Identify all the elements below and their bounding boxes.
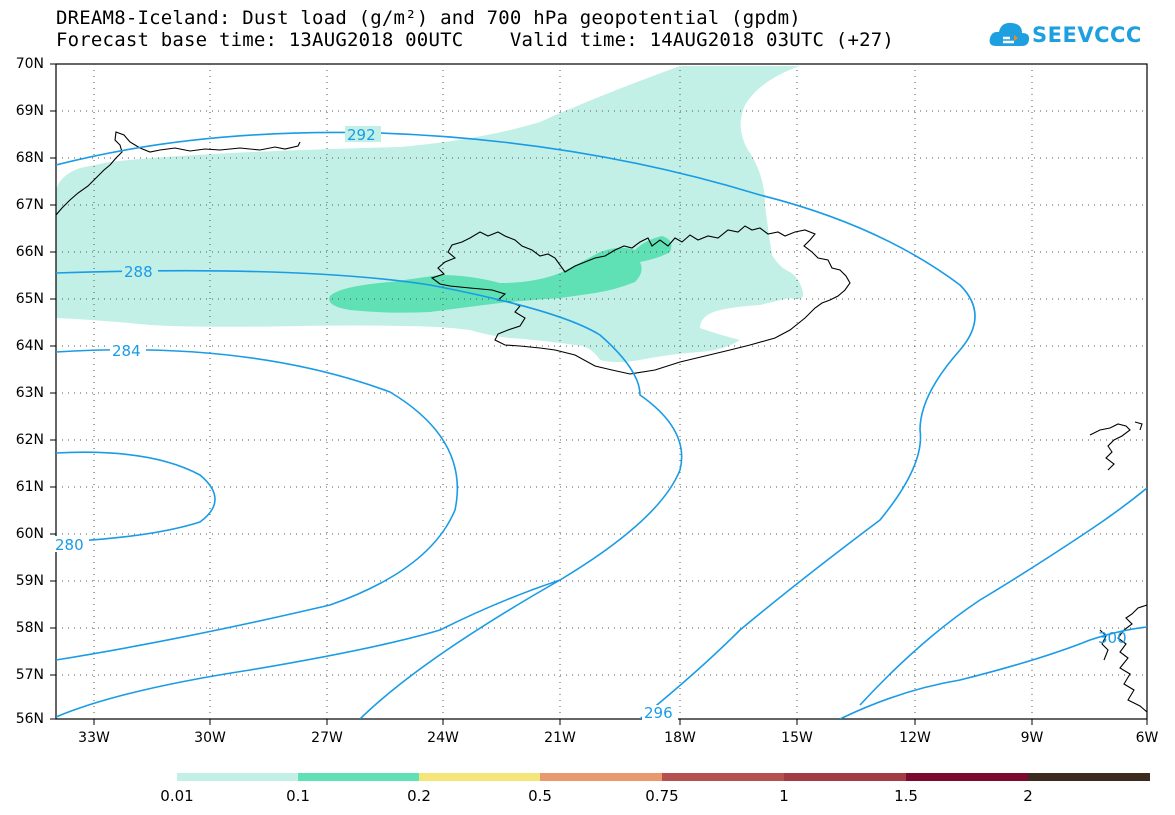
lon-label: 27W bbox=[311, 730, 343, 746]
colorbar-label: 0.1 bbox=[286, 787, 310, 805]
axis-ticks bbox=[50, 63, 1148, 725]
colorbar-segment bbox=[784, 773, 906, 781]
logo-text: SEEVCCC bbox=[1032, 23, 1142, 47]
lat-label: 57N bbox=[15, 667, 44, 683]
lat-label: 60N bbox=[15, 526, 44, 542]
lon-label: 21W bbox=[544, 730, 576, 746]
colorbar-segment bbox=[906, 773, 1028, 781]
contour-300 bbox=[859, 487, 1147, 706]
dust-area-mid bbox=[329, 236, 672, 313]
lat-label: 67N bbox=[15, 197, 44, 213]
lat-label: 61N bbox=[15, 479, 44, 495]
lon-label: 6W bbox=[1135, 730, 1159, 746]
colorbar-label: 1 bbox=[779, 787, 789, 805]
contour-label-292: 292 bbox=[347, 126, 376, 144]
colorbar-label: 1.5 bbox=[894, 787, 918, 805]
seevccc-logo: SEEVCCC bbox=[988, 18, 1141, 58]
contour-288 bbox=[56, 269, 683, 719]
lat-label: 56N bbox=[15, 711, 44, 727]
contour-label-300: 300 bbox=[1098, 629, 1127, 647]
contour-lower bbox=[56, 579, 561, 718]
cloud-icon bbox=[989, 22, 1030, 46]
lat-label: 68N bbox=[15, 150, 44, 166]
lat-label: 69N bbox=[15, 103, 44, 119]
colorbar-segment bbox=[419, 773, 540, 781]
lon-label: 9W bbox=[1020, 730, 1044, 746]
lon-label: 24W bbox=[427, 730, 459, 746]
colorbar-segment bbox=[662, 773, 784, 781]
contour-284 bbox=[56, 348, 459, 661]
lat-label: 59N bbox=[15, 573, 44, 589]
plot-frame bbox=[55, 63, 1148, 720]
contour-label-280: 280 bbox=[55, 536, 84, 554]
lat-label: 62N bbox=[15, 432, 44, 448]
lon-label: 12W bbox=[899, 730, 931, 746]
contour-296 bbox=[839, 626, 1147, 719]
colorbar-label: 0.5 bbox=[528, 787, 552, 805]
lat-label: 70N bbox=[15, 56, 44, 72]
colorbar-segment bbox=[177, 773, 298, 781]
colorbar-segment bbox=[1028, 773, 1150, 781]
coastlines bbox=[56, 131, 1147, 713]
lon-label: 33W bbox=[78, 730, 110, 746]
lat-label: 65N bbox=[15, 291, 44, 307]
lat-label: 63N bbox=[15, 385, 44, 401]
contour-label-288: 288 bbox=[124, 263, 153, 281]
lat-label: 64N bbox=[15, 338, 44, 354]
lat-label: 66N bbox=[15, 244, 44, 260]
map-subtitle: Forecast base time: 13AUG2018 00UTC Vali… bbox=[56, 29, 895, 51]
map-title: DREAM8-Iceland: Dust load (g/m²) and 700… bbox=[56, 7, 801, 29]
lat-label: 58N bbox=[15, 620, 44, 636]
lon-label: 18W bbox=[664, 730, 696, 746]
colorbar-label: 0.75 bbox=[645, 787, 679, 805]
iceland-coast bbox=[430, 225, 851, 375]
colorbar-segment bbox=[298, 773, 419, 781]
colorbar-segment bbox=[540, 773, 662, 781]
colorbar-label: 0.01 bbox=[160, 787, 194, 805]
dust-area-low bbox=[56, 66, 804, 362]
contour-label-296: 296 bbox=[644, 704, 673, 722]
colorbar-label: 0.2 bbox=[407, 787, 431, 805]
lon-label: 15W bbox=[781, 730, 813, 746]
lon-label: 30W bbox=[194, 730, 226, 746]
colorbar-label: 2 bbox=[1023, 787, 1033, 805]
contour-label-284: 284 bbox=[112, 342, 141, 360]
contour-280 bbox=[56, 451, 216, 543]
